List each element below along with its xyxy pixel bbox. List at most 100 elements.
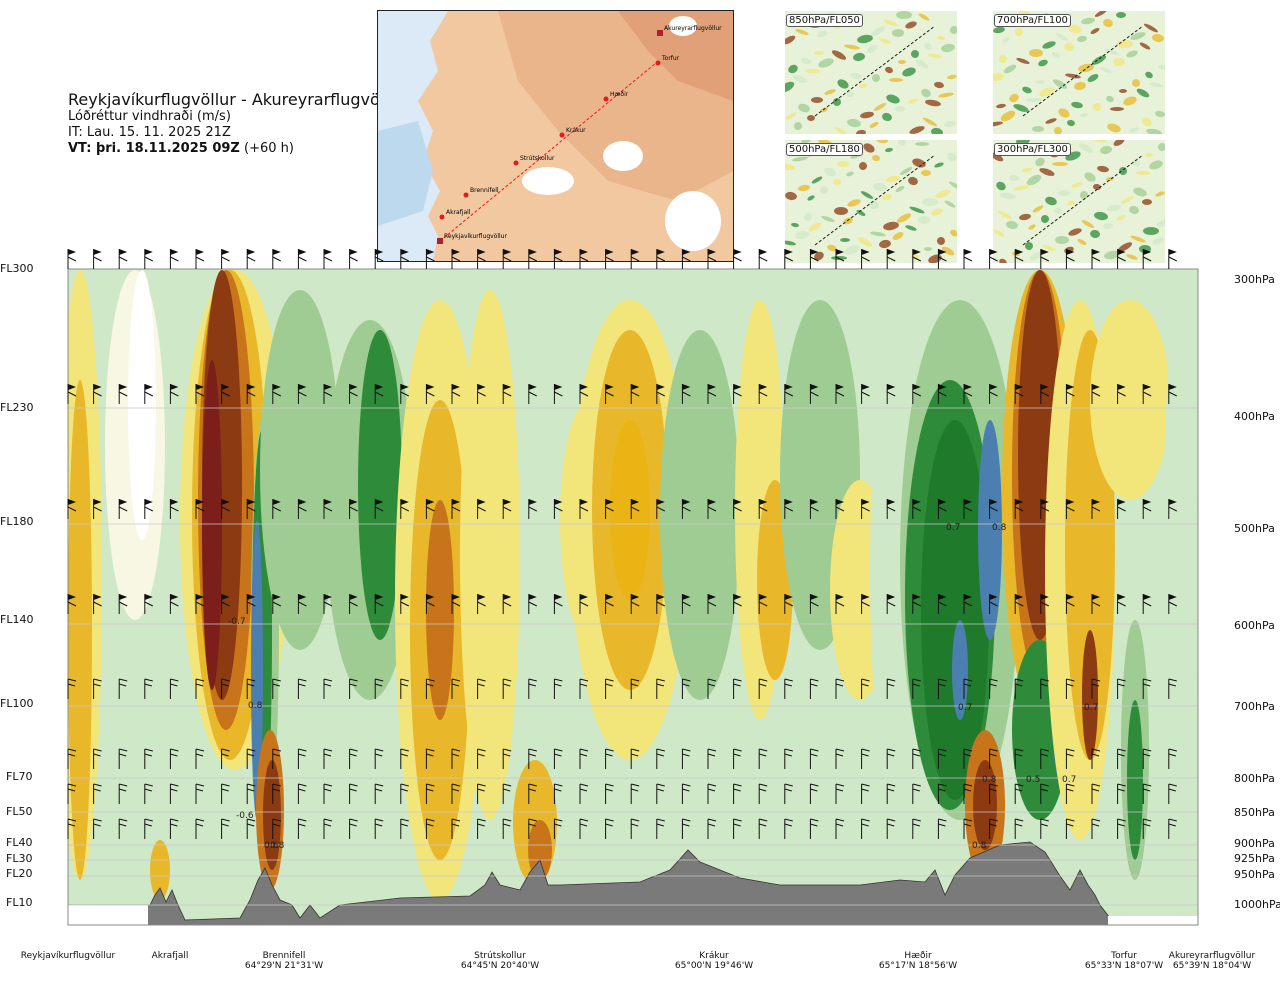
wind-barb xyxy=(963,678,973,699)
wind-barb xyxy=(1168,594,1178,614)
contour-region xyxy=(905,380,995,810)
wind-barb xyxy=(93,783,102,804)
wind-barb xyxy=(989,594,998,614)
wind-barb xyxy=(118,818,128,839)
route-point-label: Brennifell xyxy=(470,187,499,194)
pressure-level-label: 850hPa xyxy=(1234,806,1275,819)
wind-barb xyxy=(272,249,282,269)
wind-barb xyxy=(809,818,819,839)
wind-barb xyxy=(1091,678,1101,699)
wind-barb xyxy=(144,748,153,769)
sea-surface xyxy=(1108,916,1198,925)
contour-region xyxy=(150,840,170,900)
wind-barb xyxy=(937,748,947,769)
wind-barb xyxy=(861,499,870,519)
wind-barb xyxy=(67,384,77,404)
wind-barb xyxy=(1065,594,1075,614)
wind-barb xyxy=(656,748,665,769)
wind-barb xyxy=(1065,748,1075,769)
contour-region xyxy=(263,760,281,870)
wind-barb xyxy=(246,384,256,404)
wind-barb xyxy=(553,384,563,404)
contour-region xyxy=(251,410,279,840)
wind-barb xyxy=(707,594,717,614)
wind-barb xyxy=(937,594,947,614)
wind-barb xyxy=(912,818,921,839)
wind-barb xyxy=(297,249,307,269)
wind-barb xyxy=(886,818,896,839)
wind-barb xyxy=(733,594,742,614)
contour-label: 0.8 xyxy=(270,841,285,851)
wind-barb xyxy=(528,748,537,769)
sea-surface xyxy=(68,905,148,925)
wind-barb xyxy=(809,384,819,404)
location-label: Akrafjall xyxy=(110,951,230,961)
mini-map-label: 500hPa/FL180 xyxy=(786,143,863,156)
wind-barb xyxy=(195,748,205,769)
wind-barb xyxy=(1065,783,1075,804)
pressure-level-label: 300hPa xyxy=(1234,273,1275,286)
location-name: Akureyrarflugvöllur xyxy=(1168,951,1256,961)
contour-region xyxy=(900,300,1020,820)
wind-barb xyxy=(784,594,794,614)
wind-barb xyxy=(1142,678,1152,699)
wind-barb xyxy=(93,384,102,404)
wind-barb xyxy=(1040,783,1049,804)
wind-barb xyxy=(528,384,538,404)
pressure-level-label: 400hPa xyxy=(1234,410,1275,423)
wind-barb xyxy=(451,748,461,769)
wind-barb xyxy=(937,499,947,519)
wind-barb xyxy=(1065,678,1075,699)
location-coord: 65°33'N 18°07'W xyxy=(1084,961,1164,971)
route-point-marker xyxy=(657,30,663,36)
location-name: Brennifell xyxy=(262,951,306,961)
wind-barb xyxy=(733,818,742,839)
wind-barb xyxy=(835,678,845,699)
wind-barb xyxy=(349,678,358,699)
contour-region xyxy=(830,480,890,700)
wind-barb xyxy=(886,594,896,614)
wind-barb xyxy=(605,499,614,519)
contour-region xyxy=(1012,640,1068,820)
wind-barb xyxy=(67,818,77,839)
wind-barb xyxy=(758,499,768,519)
contour-label: 0.7 xyxy=(1084,703,1098,713)
wind-barb xyxy=(835,818,845,839)
wind-barb xyxy=(374,384,384,404)
wind-barb xyxy=(1168,384,1178,404)
wind-barb xyxy=(1091,594,1101,614)
contour-region xyxy=(1121,620,1149,880)
wind-barb xyxy=(630,818,640,839)
wind-barb xyxy=(733,783,742,804)
wind-barb xyxy=(477,678,486,699)
wind-barb xyxy=(733,249,742,269)
wind-barb xyxy=(1065,818,1075,839)
wind-barb xyxy=(579,499,589,519)
location-label: Reykjavíkurflugvöllur xyxy=(8,951,128,961)
wind-barb xyxy=(963,818,973,839)
contour-region xyxy=(1082,630,1098,760)
contour-label: 0.8 xyxy=(248,701,263,711)
route-point-label: Torfur xyxy=(661,55,680,62)
wind-barb xyxy=(656,818,665,839)
wind-barb xyxy=(1117,499,1126,519)
contour-label: 0.8 xyxy=(982,775,997,785)
wind-barb xyxy=(323,384,333,404)
wind-barb xyxy=(1091,748,1101,769)
location-name: Torfur xyxy=(1111,951,1137,961)
wind-barb xyxy=(656,594,666,614)
wind-barb xyxy=(707,783,717,804)
wind-barb xyxy=(400,783,409,804)
route-point-label: Hæðir xyxy=(610,91,629,98)
wind-barb xyxy=(681,384,691,404)
contour-region xyxy=(1090,300,1170,500)
wind-barb xyxy=(272,594,282,614)
wind-barb xyxy=(477,818,486,839)
wind-barb xyxy=(1040,594,1050,614)
contour-label: -0.6 xyxy=(236,811,254,821)
wind-barb xyxy=(1091,384,1101,404)
contour-region xyxy=(325,320,415,700)
wind-barb xyxy=(144,818,153,839)
mini-map-label: 300hPa/FL300 xyxy=(994,143,1071,156)
route-point-label: Akrafjall xyxy=(446,209,471,216)
